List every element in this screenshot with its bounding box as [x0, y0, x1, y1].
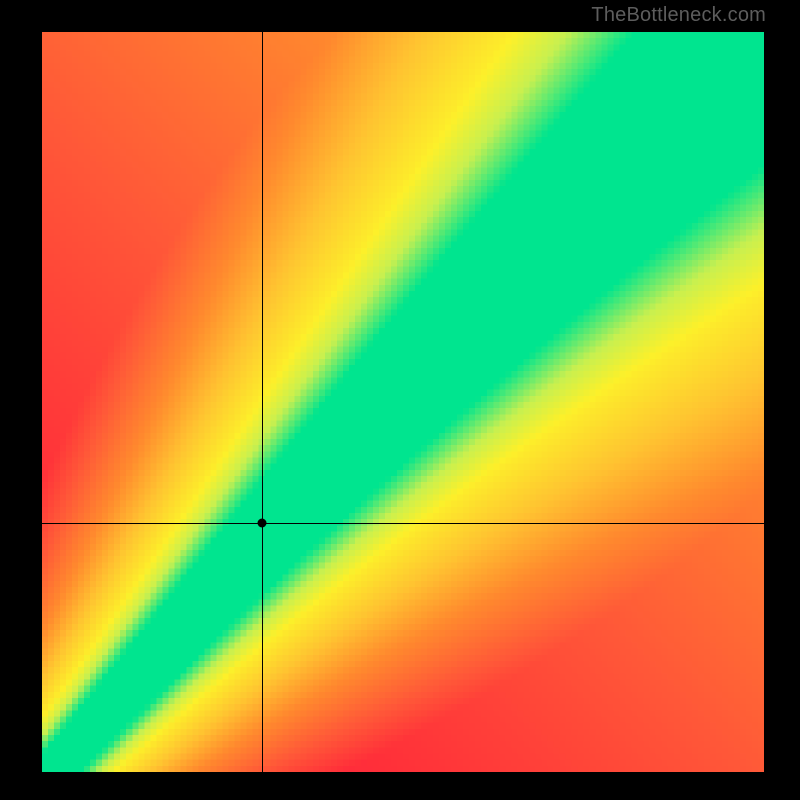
watermark-text: TheBottleneck.com	[591, 4, 766, 27]
heatmap-plot	[42, 32, 764, 772]
crosshair-vertical	[262, 32, 263, 772]
crosshair-horizontal	[42, 523, 764, 524]
heatmap-canvas	[42, 32, 764, 772]
marker-dot	[258, 519, 267, 528]
